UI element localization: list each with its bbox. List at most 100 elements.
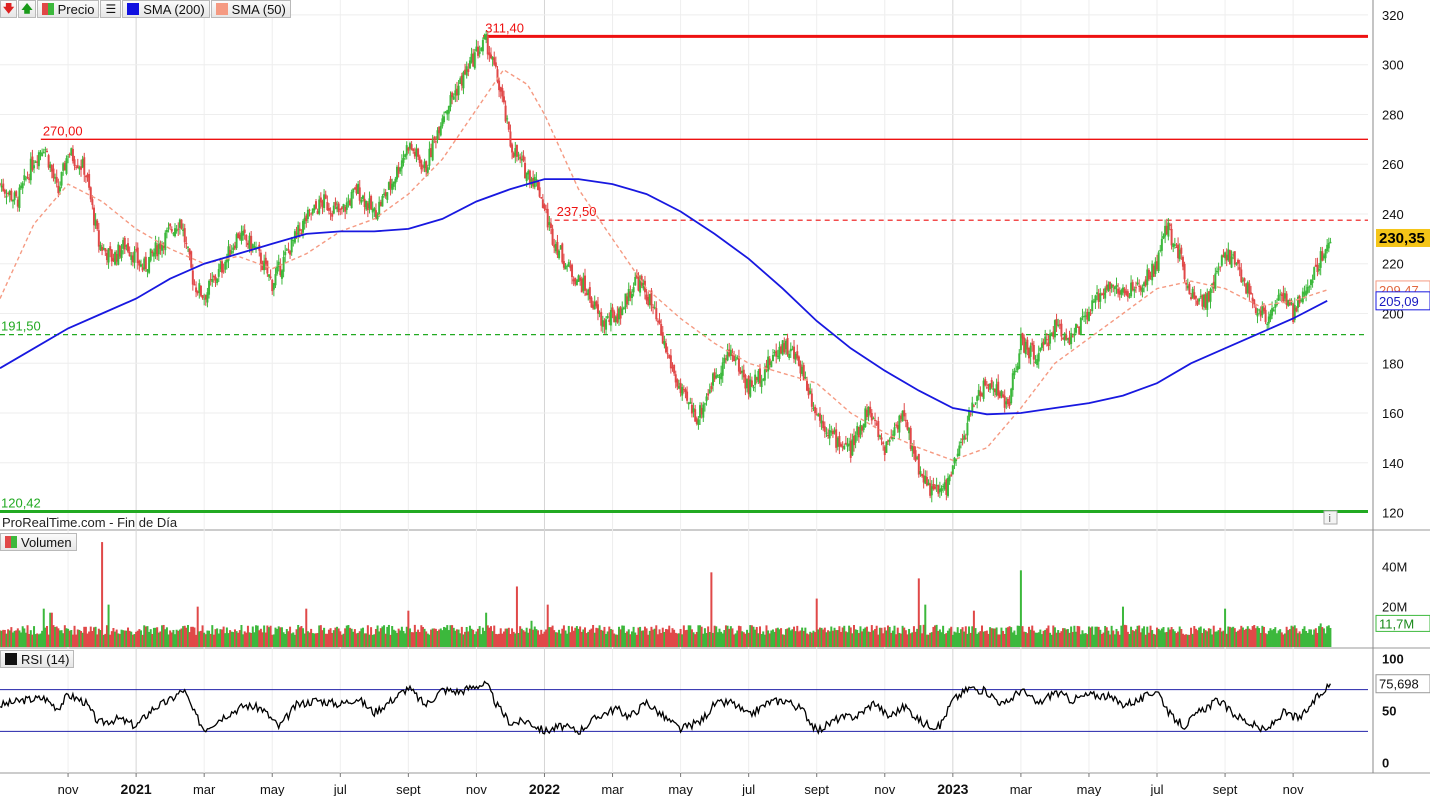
level-label: 191,50	[1, 319, 41, 334]
volume-bar	[430, 629, 433, 647]
volume-bar	[282, 632, 285, 647]
candle-body	[697, 419, 700, 425]
x-tick-label: mar	[193, 782, 216, 796]
volume-bar	[1177, 631, 1180, 647]
candle-body	[981, 393, 984, 396]
volume-bar	[49, 612, 52, 647]
volume-bar	[1290, 625, 1293, 647]
legend-price[interactable]: Precio	[36, 0, 100, 18]
volume-bar	[60, 630, 63, 647]
volume-bar	[144, 626, 147, 647]
volume-bar	[1258, 628, 1261, 647]
candle-body	[512, 152, 515, 158]
candle-body	[893, 427, 896, 436]
volume-bar	[44, 627, 47, 647]
volume-bar	[966, 633, 969, 647]
candle-body	[1156, 261, 1159, 270]
volume-bar	[1164, 632, 1167, 647]
volume-bar	[989, 627, 992, 647]
indicator-list-button[interactable]: ☰	[100, 0, 122, 18]
candle-body	[464, 69, 467, 75]
candle-body	[261, 263, 264, 271]
candle-body	[634, 276, 637, 286]
candle-body	[878, 435, 881, 438]
volume-bar	[575, 626, 578, 647]
volume-bar	[230, 631, 233, 647]
x-tick-label: nov	[466, 782, 487, 796]
candle-body	[246, 242, 249, 246]
volume-bar	[739, 626, 742, 647]
candle-body	[399, 167, 402, 172]
volume-bar	[835, 630, 838, 647]
volume-bar	[533, 626, 536, 647]
candle-body	[0, 183, 1, 185]
candle-body	[89, 187, 92, 200]
volume-bar	[1147, 632, 1150, 647]
volume-bar	[336, 626, 339, 647]
volume-bar	[29, 630, 32, 647]
candle-body	[590, 297, 593, 308]
rsi-panel-label[interactable]: RSI (14)	[0, 650, 75, 668]
volume-bar	[880, 627, 883, 647]
volume-bar	[862, 628, 865, 647]
volume-bar	[781, 634, 784, 647]
candle-body	[345, 202, 348, 210]
candle-body	[50, 165, 53, 172]
volume-bar	[524, 631, 527, 647]
legend-sma50[interactable]: SMA (50)	[210, 0, 291, 18]
volume-bar	[840, 631, 843, 647]
candle-body	[408, 143, 411, 149]
candle-body	[899, 415, 902, 420]
candle-body	[143, 258, 146, 270]
volume-bar	[618, 626, 621, 647]
candle-body	[605, 319, 608, 330]
price-up-toggle[interactable]: 🡅	[18, 0, 36, 18]
list-icon: ☰	[105, 2, 117, 16]
volume-bar	[572, 630, 575, 647]
candle-body	[334, 202, 337, 206]
candle-body	[1167, 222, 1170, 237]
candle-body	[780, 346, 783, 354]
volume-bar	[963, 631, 966, 647]
candle-body	[1121, 287, 1124, 293]
candle-body	[426, 167, 429, 175]
volume-bar	[1225, 633, 1228, 647]
candle-body	[875, 423, 878, 425]
volume-bar	[483, 630, 486, 647]
volume-bar	[255, 625, 258, 647]
volume-bar	[553, 630, 556, 647]
volume-bar	[1214, 631, 1217, 647]
volume-panel-label[interactable]: Volumen	[0, 533, 77, 551]
candle-body	[554, 243, 557, 252]
volume-bar	[1194, 628, 1197, 647]
candle-body	[413, 151, 416, 157]
volume-bar	[1057, 630, 1060, 647]
volume-bar	[958, 632, 961, 647]
candle-body	[1084, 315, 1087, 317]
volume-bar	[1089, 627, 1092, 647]
volume-bar	[1322, 628, 1325, 647]
volume-bar	[566, 633, 569, 647]
legend-sma200[interactable]: SMA (200)	[122, 0, 210, 18]
volume-bar	[290, 633, 293, 647]
volume-bar	[805, 633, 808, 647]
volume-bar	[825, 632, 828, 647]
volume-bar	[676, 633, 679, 647]
volume-bar	[353, 629, 356, 647]
candle-body	[477, 46, 480, 56]
candle-body	[982, 380, 985, 399]
volume-bar	[473, 634, 476, 647]
volume-bar	[621, 625, 624, 647]
price-down-toggle[interactable]: 🡇	[0, 0, 18, 18]
candle-body	[305, 215, 308, 221]
volume-bar	[136, 630, 139, 647]
candle-body	[1322, 255, 1325, 259]
volume-bar	[507, 627, 510, 647]
volume-bar	[874, 629, 877, 647]
candle-body	[969, 413, 972, 415]
volume-bar	[861, 631, 864, 647]
candle-body	[647, 296, 650, 305]
volume-bar	[804, 627, 807, 647]
volume-bar	[864, 627, 867, 647]
volume-bar	[801, 627, 804, 647]
